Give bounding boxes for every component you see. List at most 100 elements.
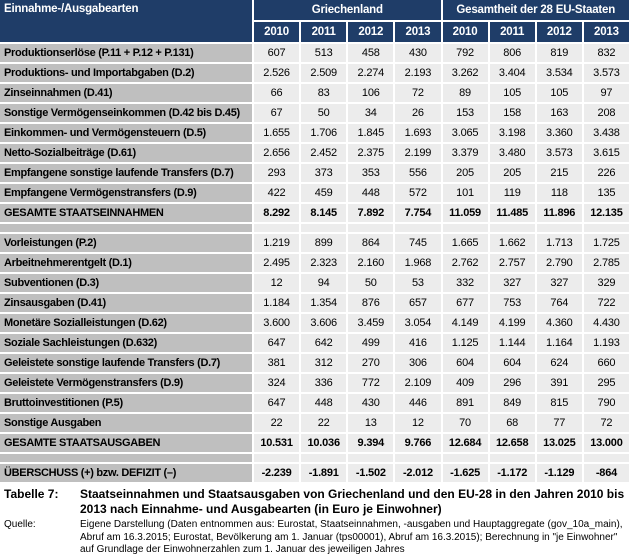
cell-value: 422: [254, 184, 299, 202]
cell-value: 2.375: [348, 144, 393, 162]
cell-value: 849: [490, 394, 535, 412]
cell-value: 89: [443, 84, 488, 102]
cell-value: 657: [395, 294, 440, 312]
cell-value: 12.135: [584, 204, 629, 222]
cell-value: 1.968: [395, 254, 440, 272]
cell-value: 458: [348, 44, 393, 62]
cell-value: 67: [254, 104, 299, 122]
year-header: 2010: [443, 22, 488, 42]
cell-value: 373: [301, 164, 346, 182]
cell-value: 864: [348, 234, 393, 252]
cell-value: 4.430: [584, 314, 629, 332]
cell-value: 11.059: [443, 204, 488, 222]
cell-value: 2.785: [584, 254, 629, 272]
spacer-cell: [395, 454, 440, 462]
cell-value: 70: [443, 414, 488, 432]
cell-value: 327: [490, 274, 535, 292]
cell-value: 660: [584, 354, 629, 372]
cell-value: 1.713: [537, 234, 582, 252]
cell-value: 11.896: [537, 204, 582, 222]
cell-value: 815: [537, 394, 582, 412]
cell-value: 3.054: [395, 314, 440, 332]
spacer-cell: [301, 454, 346, 462]
cell-value: 745: [395, 234, 440, 252]
cell-value: -864: [584, 464, 629, 482]
cell-value: 34: [348, 104, 393, 122]
cell-value: 2.790: [537, 254, 582, 272]
row-label: Zinsausgaben (D.41): [0, 294, 252, 312]
cell-value: 1.725: [584, 234, 629, 252]
cell-value: 1.219: [254, 234, 299, 252]
cell-value: 2.656: [254, 144, 299, 162]
cell-value: 12: [254, 274, 299, 292]
cell-value: 1.354: [301, 294, 346, 312]
cell-value: 9.394: [348, 434, 393, 452]
cell-value: 647: [254, 394, 299, 412]
cell-value: 158: [490, 104, 535, 122]
cell-value: 119: [490, 184, 535, 202]
cell-value: 391: [537, 374, 582, 392]
cell-value: 135: [584, 184, 629, 202]
cell-value: 22: [301, 414, 346, 432]
cell-value: 2.526: [254, 64, 299, 82]
cell-value: 26: [395, 104, 440, 122]
cell-value: 430: [348, 394, 393, 412]
spacer-cell: [301, 224, 346, 232]
cell-value: 312: [301, 354, 346, 372]
cell-value: 118: [537, 184, 582, 202]
cell-value: 604: [490, 354, 535, 372]
year-header: 2011: [490, 22, 535, 42]
cell-value: 8.292: [254, 204, 299, 222]
cell-value: 556: [395, 164, 440, 182]
cell-value: 72: [584, 414, 629, 432]
spacer-cell: [443, 224, 488, 232]
cell-value: 97: [584, 84, 629, 102]
cell-value: 2.193: [395, 64, 440, 82]
cell-value: 2.495: [254, 254, 299, 272]
row-label: Sonstige Ausgaben: [0, 414, 252, 432]
cell-value: 1.193: [584, 334, 629, 352]
row-label: Netto-Sozialbeiträge (D.61): [0, 144, 252, 162]
cell-value: 819: [537, 44, 582, 62]
spacer-cell: [537, 454, 582, 462]
spacer-cell: [254, 454, 299, 462]
table-header-group-eu28: Gesamtheit der 28 EU-Staaten: [443, 0, 629, 20]
cell-value: 499: [348, 334, 393, 352]
year-header: 2013: [395, 22, 440, 42]
cell-value: 448: [301, 394, 346, 412]
cell-value: 448: [348, 184, 393, 202]
cell-value: 163: [537, 104, 582, 122]
cell-value: 205: [443, 164, 488, 182]
spacer-cell: [348, 454, 393, 462]
cell-value: 2.757: [490, 254, 535, 272]
cell-value: -1.129: [537, 464, 582, 482]
cell-value: 2.109: [395, 374, 440, 392]
row-label: GESAMTE STAATSAUSGABEN: [0, 434, 252, 452]
year-header: 2011: [301, 22, 346, 42]
table-caption: Tabelle 7: Staatseinnahmen und Staatsaus…: [0, 487, 629, 517]
cell-value: 4.149: [443, 314, 488, 332]
cell-value: 792: [443, 44, 488, 62]
cell-value: 1.144: [490, 334, 535, 352]
spacer-cell: [443, 454, 488, 462]
spacer-row-label: [0, 454, 252, 462]
table-header-group-griechenland: Griechenland: [254, 0, 441, 20]
cell-value: 66: [254, 84, 299, 102]
cell-value: -1.172: [490, 464, 535, 482]
cell-value: 624: [537, 354, 582, 372]
cell-value: 790: [584, 394, 629, 412]
cell-value: 3.600: [254, 314, 299, 332]
cell-value: 1.662: [490, 234, 535, 252]
cell-value: 2.452: [301, 144, 346, 162]
cell-value: 105: [537, 84, 582, 102]
cell-value: -2.012: [395, 464, 440, 482]
cell-value: 8.145: [301, 204, 346, 222]
row-label: Einkommen- und Vermögensteuern (D.5): [0, 124, 252, 142]
cell-value: 1.706: [301, 124, 346, 142]
cell-value: 2.160: [348, 254, 393, 272]
cell-value: 105: [490, 84, 535, 102]
cell-value: 327: [537, 274, 582, 292]
cell-value: 7.892: [348, 204, 393, 222]
cell-value: 3.573: [584, 64, 629, 82]
